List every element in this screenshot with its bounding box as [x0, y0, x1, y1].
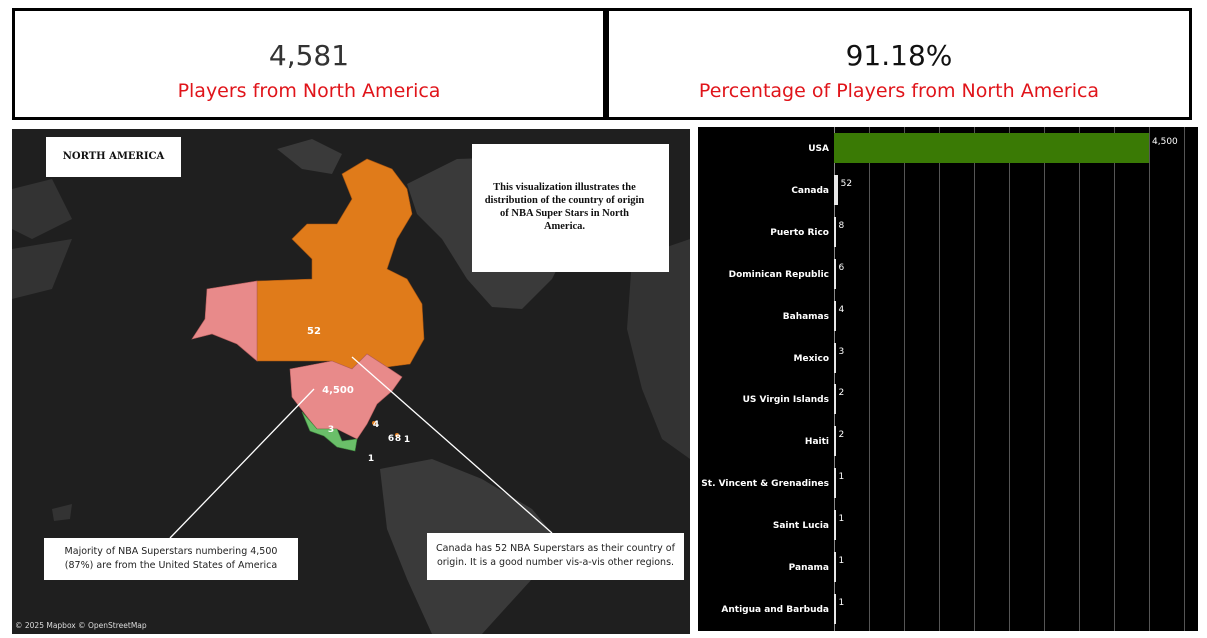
asia-shape [12, 239, 72, 299]
panama-value-label: 1 [368, 454, 374, 464]
mexico-region[interactable] [301, 411, 358, 452]
bar-value-label: 8 [838, 220, 845, 231]
usa-value-label: 4,500 [322, 385, 354, 396]
bar[interactable] [834, 174, 838, 205]
kpi-card-players: 4,581 Players from North America [12, 8, 606, 120]
usa-annotation: Majority of NBA Superstars numbering 4,5… [44, 538, 298, 580]
puerto-rico-value-label: 8 [395, 434, 401, 444]
country-bar-chart[interactable]: USA 4,500 Canada 52 Puerto Rico 8 Dominican Re… [698, 127, 1198, 631]
canada-annotation: Canada has 52 NBA Superstars as their co… [427, 533, 684, 580]
players-count-label: Players from North America [177, 80, 441, 102]
grid-line [1114, 127, 1115, 631]
bar-category-label: Antigua and Barbuda [721, 604, 829, 615]
bar[interactable] [834, 593, 836, 624]
bar[interactable] [834, 552, 836, 582]
bar-category-label: Bahamas [782, 311, 829, 322]
canada-value-label: 52 [307, 326, 321, 337]
bar-category-label: Haiti [804, 437, 829, 448]
bar[interactable] [834, 384, 836, 415]
map-title: NORTH AMERICA [46, 137, 181, 177]
bar-category-label: St. Vincent & Grenadines [701, 479, 829, 490]
bar[interactable] [834, 133, 1149, 163]
dominican-republic-value-label: 6 [388, 434, 394, 444]
arctic-islands-shape [277, 139, 342, 174]
bahamas-dot[interactable] [372, 421, 376, 425]
grid-line [869, 127, 870, 631]
bar-value-label: 1 [838, 472, 845, 483]
bar-category-label: Puerto Rico [770, 227, 829, 238]
north-america-map[interactable]: 52 4,500 3 4 6 8 1 1 NORTH AMERICA This … [12, 129, 690, 634]
grid-line [1184, 127, 1185, 631]
bar-category-label: Dominican Republic [728, 269, 829, 280]
bar[interactable] [834, 468, 836, 499]
bar-value-label: 4 [838, 304, 845, 315]
alaska-bg-shape [12, 179, 72, 239]
bar[interactable] [834, 342, 836, 373]
canada-note-pointer [351, 356, 553, 534]
bar[interactable] [834, 426, 836, 457]
percentage-label: Percentage of Players from North America [698, 80, 1100, 102]
bar-value-label: 4,500 [1152, 137, 1178, 147]
bar-value-label: 1 [838, 556, 845, 566]
bar[interactable] [834, 300, 836, 331]
hawaii-shape [52, 504, 72, 521]
bar-value-label: 2 [838, 430, 845, 441]
kpi-card-percentage: 91.18% Percentage of Players from North … [606, 8, 1192, 120]
bahamas-value-label: 4 [373, 420, 379, 430]
bar-value-label: 1 [838, 597, 845, 608]
bar[interactable] [834, 258, 836, 289]
bar-value-label: 2 [838, 388, 845, 399]
map-credit[interactable]: © 2025 Mapbox © OpenStreetMap [15, 621, 147, 630]
grid-line [904, 127, 905, 631]
grid-line [974, 127, 975, 631]
bar-category-label: Panama [788, 563, 829, 573]
bar-value-label: 3 [838, 346, 845, 357]
canada-region[interactable] [256, 158, 425, 370]
bar-value-label: 1 [838, 514, 845, 525]
bar-category-label: Mexico [793, 353, 829, 364]
players-count-value: 4,581 [268, 39, 350, 72]
bar-category-label: US Virgin Islands [742, 395, 829, 406]
us-note-pointer [169, 388, 315, 539]
virgin-islands-value-label: 1 [404, 435, 410, 445]
grid-line [939, 127, 940, 631]
bar-category-label: Canada [791, 185, 829, 196]
map-description: This visualization illustrates the distr… [472, 144, 669, 272]
bar-category-label: USA [808, 144, 829, 154]
bar-value-label: 52 [840, 178, 853, 189]
usa-region[interactable] [289, 353, 403, 440]
grid-line [1044, 127, 1045, 631]
grid-line [1079, 127, 1080, 631]
mexico-value-label: 3 [328, 425, 334, 435]
bar[interactable] [834, 510, 836, 541]
bar[interactable] [834, 216, 836, 247]
grid-line [1009, 127, 1010, 631]
bar-category-label: Saint Lucia [772, 521, 829, 532]
bar-value-label: 6 [838, 262, 845, 273]
grid-line [1149, 127, 1150, 631]
alaska-region[interactable] [191, 280, 258, 362]
y-axis-line [834, 127, 835, 631]
percentage-value: 91.18% [845, 39, 953, 72]
europe-africa-shape [627, 239, 690, 459]
caribbean-dot[interactable] [395, 433, 399, 437]
